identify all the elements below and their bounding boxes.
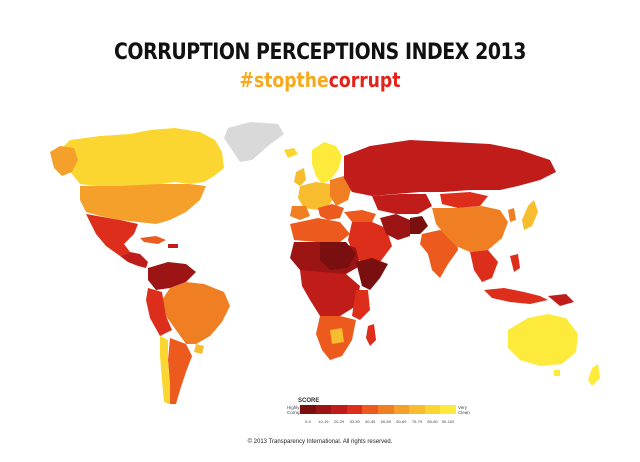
legend-swatch — [440, 405, 456, 414]
hashtag: #stopthecorrupt — [45, 68, 595, 92]
region-afghanistan — [410, 216, 428, 234]
region-new-zealand — [588, 364, 600, 386]
legend-tick-label: 40-49 — [365, 419, 376, 424]
legend-tick-label: 10-19 — [318, 419, 329, 424]
region-brazil — [162, 282, 230, 344]
region-sudan — [320, 242, 356, 270]
region-central-america — [120, 252, 148, 268]
region-kazakhstan — [372, 194, 432, 214]
legend-tick-label: 0-9 — [304, 419, 311, 424]
region-mexico — [86, 214, 138, 256]
legend-swatch — [331, 405, 347, 414]
legend-swatch — [300, 405, 316, 414]
legend-high-label: Very Clean — [458, 405, 470, 415]
region-korea — [508, 208, 516, 222]
region-cuba — [140, 236, 166, 244]
region-usa — [80, 184, 206, 224]
legend-low-label: Highly Corrupt — [287, 405, 303, 415]
region-north-africa — [290, 218, 350, 242]
region-uk — [294, 168, 306, 186]
map-title: CORRUPTION PERCEPTIONS INDEX 2013 — [113, 40, 527, 65]
legend-tick-label: 60-69 — [396, 419, 407, 424]
region-western-europe — [298, 182, 336, 210]
region-iran — [380, 214, 410, 240]
legend-tick-label: 90-100 — [441, 419, 455, 424]
region-australia — [508, 314, 578, 366]
legend-swatch — [424, 405, 441, 414]
legend-swatch — [409, 405, 425, 414]
region-turkey — [344, 210, 376, 222]
region-uruguay — [194, 344, 204, 354]
hashtag-prefix: #stopthe — [239, 68, 329, 92]
copyright: © 2013 Transparency International. All r… — [247, 439, 393, 445]
region-iceland — [284, 148, 298, 158]
region-chile — [160, 336, 170, 404]
region-southeast-asia — [470, 250, 498, 282]
legend-tick-label: 70-79 — [411, 419, 423, 424]
region-alaska — [50, 146, 78, 176]
region-botswana — [330, 328, 344, 344]
legend-tick-label: 50-59 — [380, 419, 391, 424]
region-east-africa — [352, 290, 370, 320]
region-philippines — [510, 254, 520, 272]
region-mongolia — [440, 192, 488, 208]
region-tasmania — [554, 370, 560, 376]
legend-title: SCORE — [298, 398, 320, 404]
region-eastern-europe — [330, 176, 352, 206]
legend-swatch — [346, 405, 363, 414]
legend-swatch — [393, 405, 410, 414]
legend-color-bar — [300, 405, 456, 414]
region-hispaniola — [168, 244, 178, 248]
region-madagascar — [366, 324, 376, 346]
region-indonesia — [484, 288, 548, 304]
legend-tick-label: 20-29 — [333, 419, 345, 424]
region-papua — [548, 294, 574, 306]
legend-tick-label: 80-89 — [427, 419, 438, 424]
region-japan — [522, 200, 538, 230]
region-scandinavia — [312, 142, 342, 184]
region-china — [432, 206, 508, 252]
legend-tick-label: 30-39 — [349, 419, 360, 424]
region-central-africa — [300, 270, 360, 316]
legend-swatch — [362, 405, 378, 414]
legend-swatch — [315, 405, 332, 414]
legend-ticks: 0-9 10-19 20-29 30-39 40-49 50-59 60-69 70-79 80… — [300, 419, 456, 424]
region-italy-balkans — [318, 204, 344, 220]
region-india — [420, 230, 458, 278]
legend-swatch — [377, 405, 394, 414]
region-greenland — [224, 122, 284, 162]
region-middle-east — [348, 222, 392, 266]
region-canada — [58, 128, 224, 186]
hashtag-suffix: corrupt — [328, 68, 401, 92]
region-horn-of-africa — [356, 258, 388, 290]
region-russia — [344, 140, 556, 196]
region-peru-bolivia — [146, 288, 172, 336]
region-argentina — [168, 338, 192, 404]
region-venezuela-colombia — [148, 262, 196, 290]
region-spain-portugal — [290, 206, 310, 220]
